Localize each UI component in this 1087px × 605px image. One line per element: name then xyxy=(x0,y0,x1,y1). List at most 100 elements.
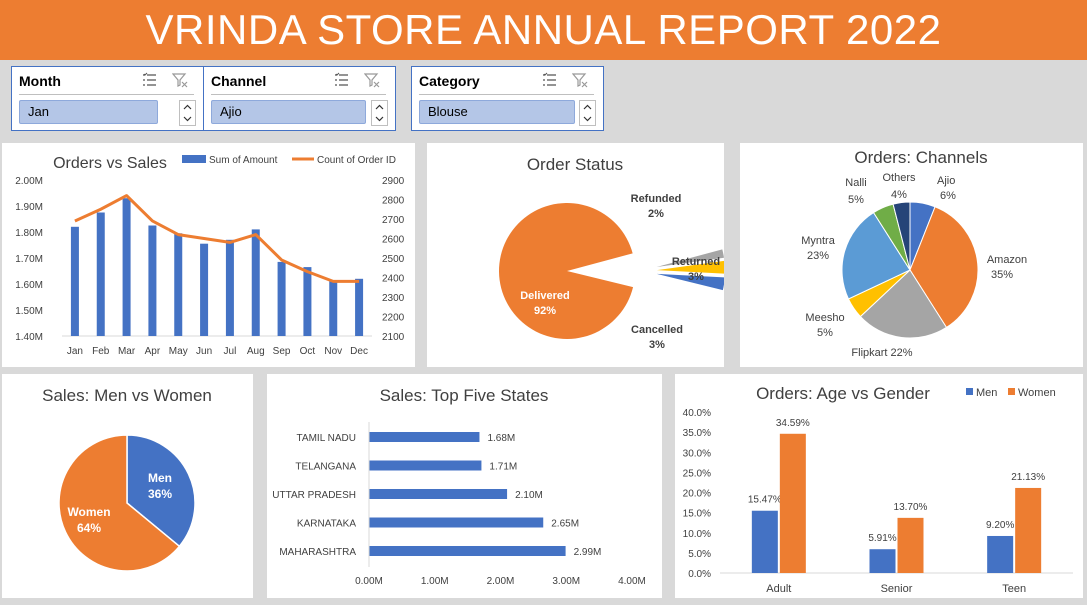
x-tick-label: 1.00M xyxy=(421,576,449,587)
slice-label: Cancelled xyxy=(631,324,683,336)
bar xyxy=(225,239,234,336)
y2-tick-label: 2700 xyxy=(382,215,405,226)
x-tick-label: Oct xyxy=(300,346,316,357)
slicer-selected-value[interactable]: Ajio xyxy=(211,100,366,124)
pie-slice xyxy=(909,206,979,329)
x-tick-label: Jan xyxy=(67,346,83,357)
legend-swatch xyxy=(1008,388,1015,395)
bar xyxy=(174,233,183,336)
slicer-label: Category xyxy=(419,73,480,89)
data-label: 1.68M xyxy=(487,433,515,444)
slice-label: Flipkart 22% xyxy=(851,347,912,359)
series-line xyxy=(74,194,360,283)
multi-select-icon[interactable] xyxy=(334,72,350,88)
slicer-selected-value[interactable]: Jan xyxy=(19,100,158,124)
pie-slice xyxy=(656,273,725,291)
orders-vs-sales-panel: Orders vs Sales Sum of Amount Count of Ord… xyxy=(2,143,415,367)
clear-filter-icon[interactable] xyxy=(172,72,188,88)
scrollbar[interactable] xyxy=(579,100,596,126)
multi-select-icon[interactable] xyxy=(542,72,558,88)
bar xyxy=(369,517,544,528)
slice-value: 5% xyxy=(817,327,833,339)
pie-slice xyxy=(656,249,724,268)
x-tick-label: Dec xyxy=(350,346,368,357)
x-tick-label: Senior xyxy=(881,583,913,595)
orders-channels-panel: Orders: Channels Ajio 6% Amazon 35% Flipkart … xyxy=(740,143,1083,367)
chart-title: Orders vs Sales xyxy=(53,155,167,172)
y-tick-label: 25.0% xyxy=(683,468,711,479)
data-label: 5.91% xyxy=(868,533,896,544)
data-label: 9.20% xyxy=(986,520,1014,531)
bar xyxy=(869,549,896,573)
age-vs-gender-chart: Orders: Age vs Gender Men Women 0.0% 5.0% 10.… xyxy=(683,384,1073,595)
slice-label: Returned xyxy=(672,256,720,268)
pie-slice xyxy=(126,434,196,548)
y-tick-label: 1.80M xyxy=(15,228,43,239)
slice-value: 36% xyxy=(148,487,172,501)
pie-slice xyxy=(859,269,948,339)
slice-label: Meesho xyxy=(805,312,844,324)
slice-label: Ajio xyxy=(937,175,955,187)
bar xyxy=(369,432,480,442)
multi-select-icon[interactable] xyxy=(142,72,158,88)
chart-title: Orders: Age vs Gender xyxy=(756,384,930,403)
x-tick-label: Adult xyxy=(766,583,791,595)
y-tick-label: 30.0% xyxy=(683,448,711,459)
bar xyxy=(96,212,105,336)
y2-tick-label: 2900 xyxy=(382,176,405,187)
slicer-channel[interactable]: Channel Ajio xyxy=(203,66,396,131)
y-tick-label: KARNATAKA xyxy=(297,519,356,530)
slice-label: Women xyxy=(67,505,110,519)
y-tick-label: 40.0% xyxy=(683,408,711,419)
top-five-states-chart: Sales: Top Five States TAMIL NADU 1.68M TEL… xyxy=(272,386,646,587)
y-tick-label: 0.0% xyxy=(688,569,711,580)
slice-value: 23% xyxy=(807,250,829,262)
slice-value: 92% xyxy=(534,305,556,317)
y2-tick-label: 2200 xyxy=(382,313,405,324)
slice-value: 2% xyxy=(648,208,664,220)
y-tick-label: 1.70M xyxy=(15,254,43,265)
slicer-category[interactable]: Category Blouse xyxy=(411,66,604,131)
orders-vs-sales-chart: Orders vs Sales Sum of Amount Count of Ord… xyxy=(15,155,405,357)
clear-filter-icon[interactable] xyxy=(364,72,380,88)
slice-label: Nalli xyxy=(845,177,866,189)
slicer-selected-value[interactable]: Blouse xyxy=(419,100,575,124)
bar xyxy=(369,546,566,556)
bar xyxy=(303,267,312,336)
slice-value: 35% xyxy=(991,269,1013,281)
pie-slice xyxy=(841,211,911,300)
pie-slice xyxy=(499,202,634,339)
order-status-chart: Order Status Delivered 92% Refunded 2% Return… xyxy=(499,155,725,351)
age-vs-gender-panel: Orders: Age vs Gender Men Women 0.0% 5.0% 10.… xyxy=(675,374,1083,598)
x-tick-label: Nov xyxy=(324,346,342,357)
chart-title: Order Status xyxy=(527,155,623,174)
data-label: 2.65M xyxy=(551,519,579,530)
slicer-month[interactable]: Month Jan xyxy=(11,66,204,131)
slice-label: Myntra xyxy=(801,235,836,247)
chart-title: Sales: Men vs Women xyxy=(42,386,212,405)
y2-tick-label: 2600 xyxy=(382,235,405,246)
legend-label: Men xyxy=(976,387,997,399)
x-tick-label: 0.00M xyxy=(355,576,383,587)
data-label: 13.70% xyxy=(894,502,928,513)
clear-filter-icon[interactable] xyxy=(572,72,588,88)
slice-label: Refunded xyxy=(631,193,682,205)
slice-value: 5% xyxy=(848,194,864,206)
scrollbar[interactable] xyxy=(179,100,196,126)
order-status-panel: Order Status Delivered 92% Refunded 2% Return… xyxy=(427,143,725,367)
y-tick-label: 1.90M xyxy=(15,202,43,213)
bar xyxy=(369,460,482,471)
slice-value: 64% xyxy=(77,521,101,535)
pie-slice xyxy=(892,201,911,271)
y-tick-label: 20.0% xyxy=(683,489,711,500)
bar xyxy=(355,278,364,336)
slice-label: Others xyxy=(882,172,916,184)
legend-label: Sum of Amount xyxy=(209,155,278,166)
y2-tick-label: 2400 xyxy=(382,274,405,285)
x-tick-label: Aug xyxy=(247,346,265,357)
legend-label: Count of Order ID xyxy=(317,155,396,166)
scrollbar[interactable] xyxy=(371,100,388,126)
slice-value: 6% xyxy=(940,190,956,202)
y-tick-label: MAHARASHTRA xyxy=(279,547,356,558)
x-tick-label: Jun xyxy=(196,346,212,357)
